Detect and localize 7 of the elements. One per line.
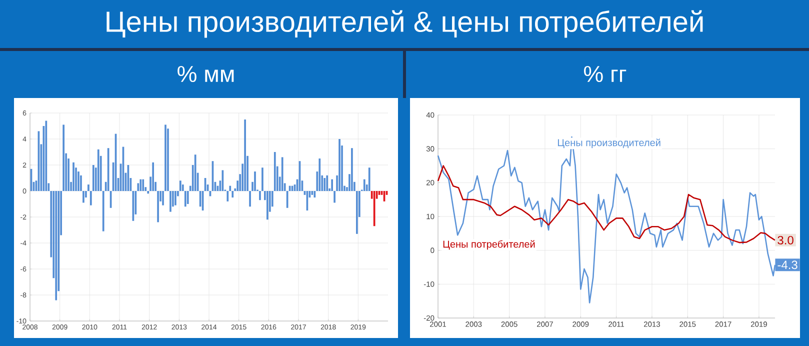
annotation: -4.3 [778,260,798,270]
text: Цены потребителей [443,240,535,250]
annotation: 3.0 [778,236,794,244]
chart-subtitle: % гг [584,66,626,82]
chart-subtitle: % мм [178,66,234,82]
chart-title: Цены производителей & цены потребителей [106,10,703,38]
series-label: Цены производителей [558,138,660,148]
